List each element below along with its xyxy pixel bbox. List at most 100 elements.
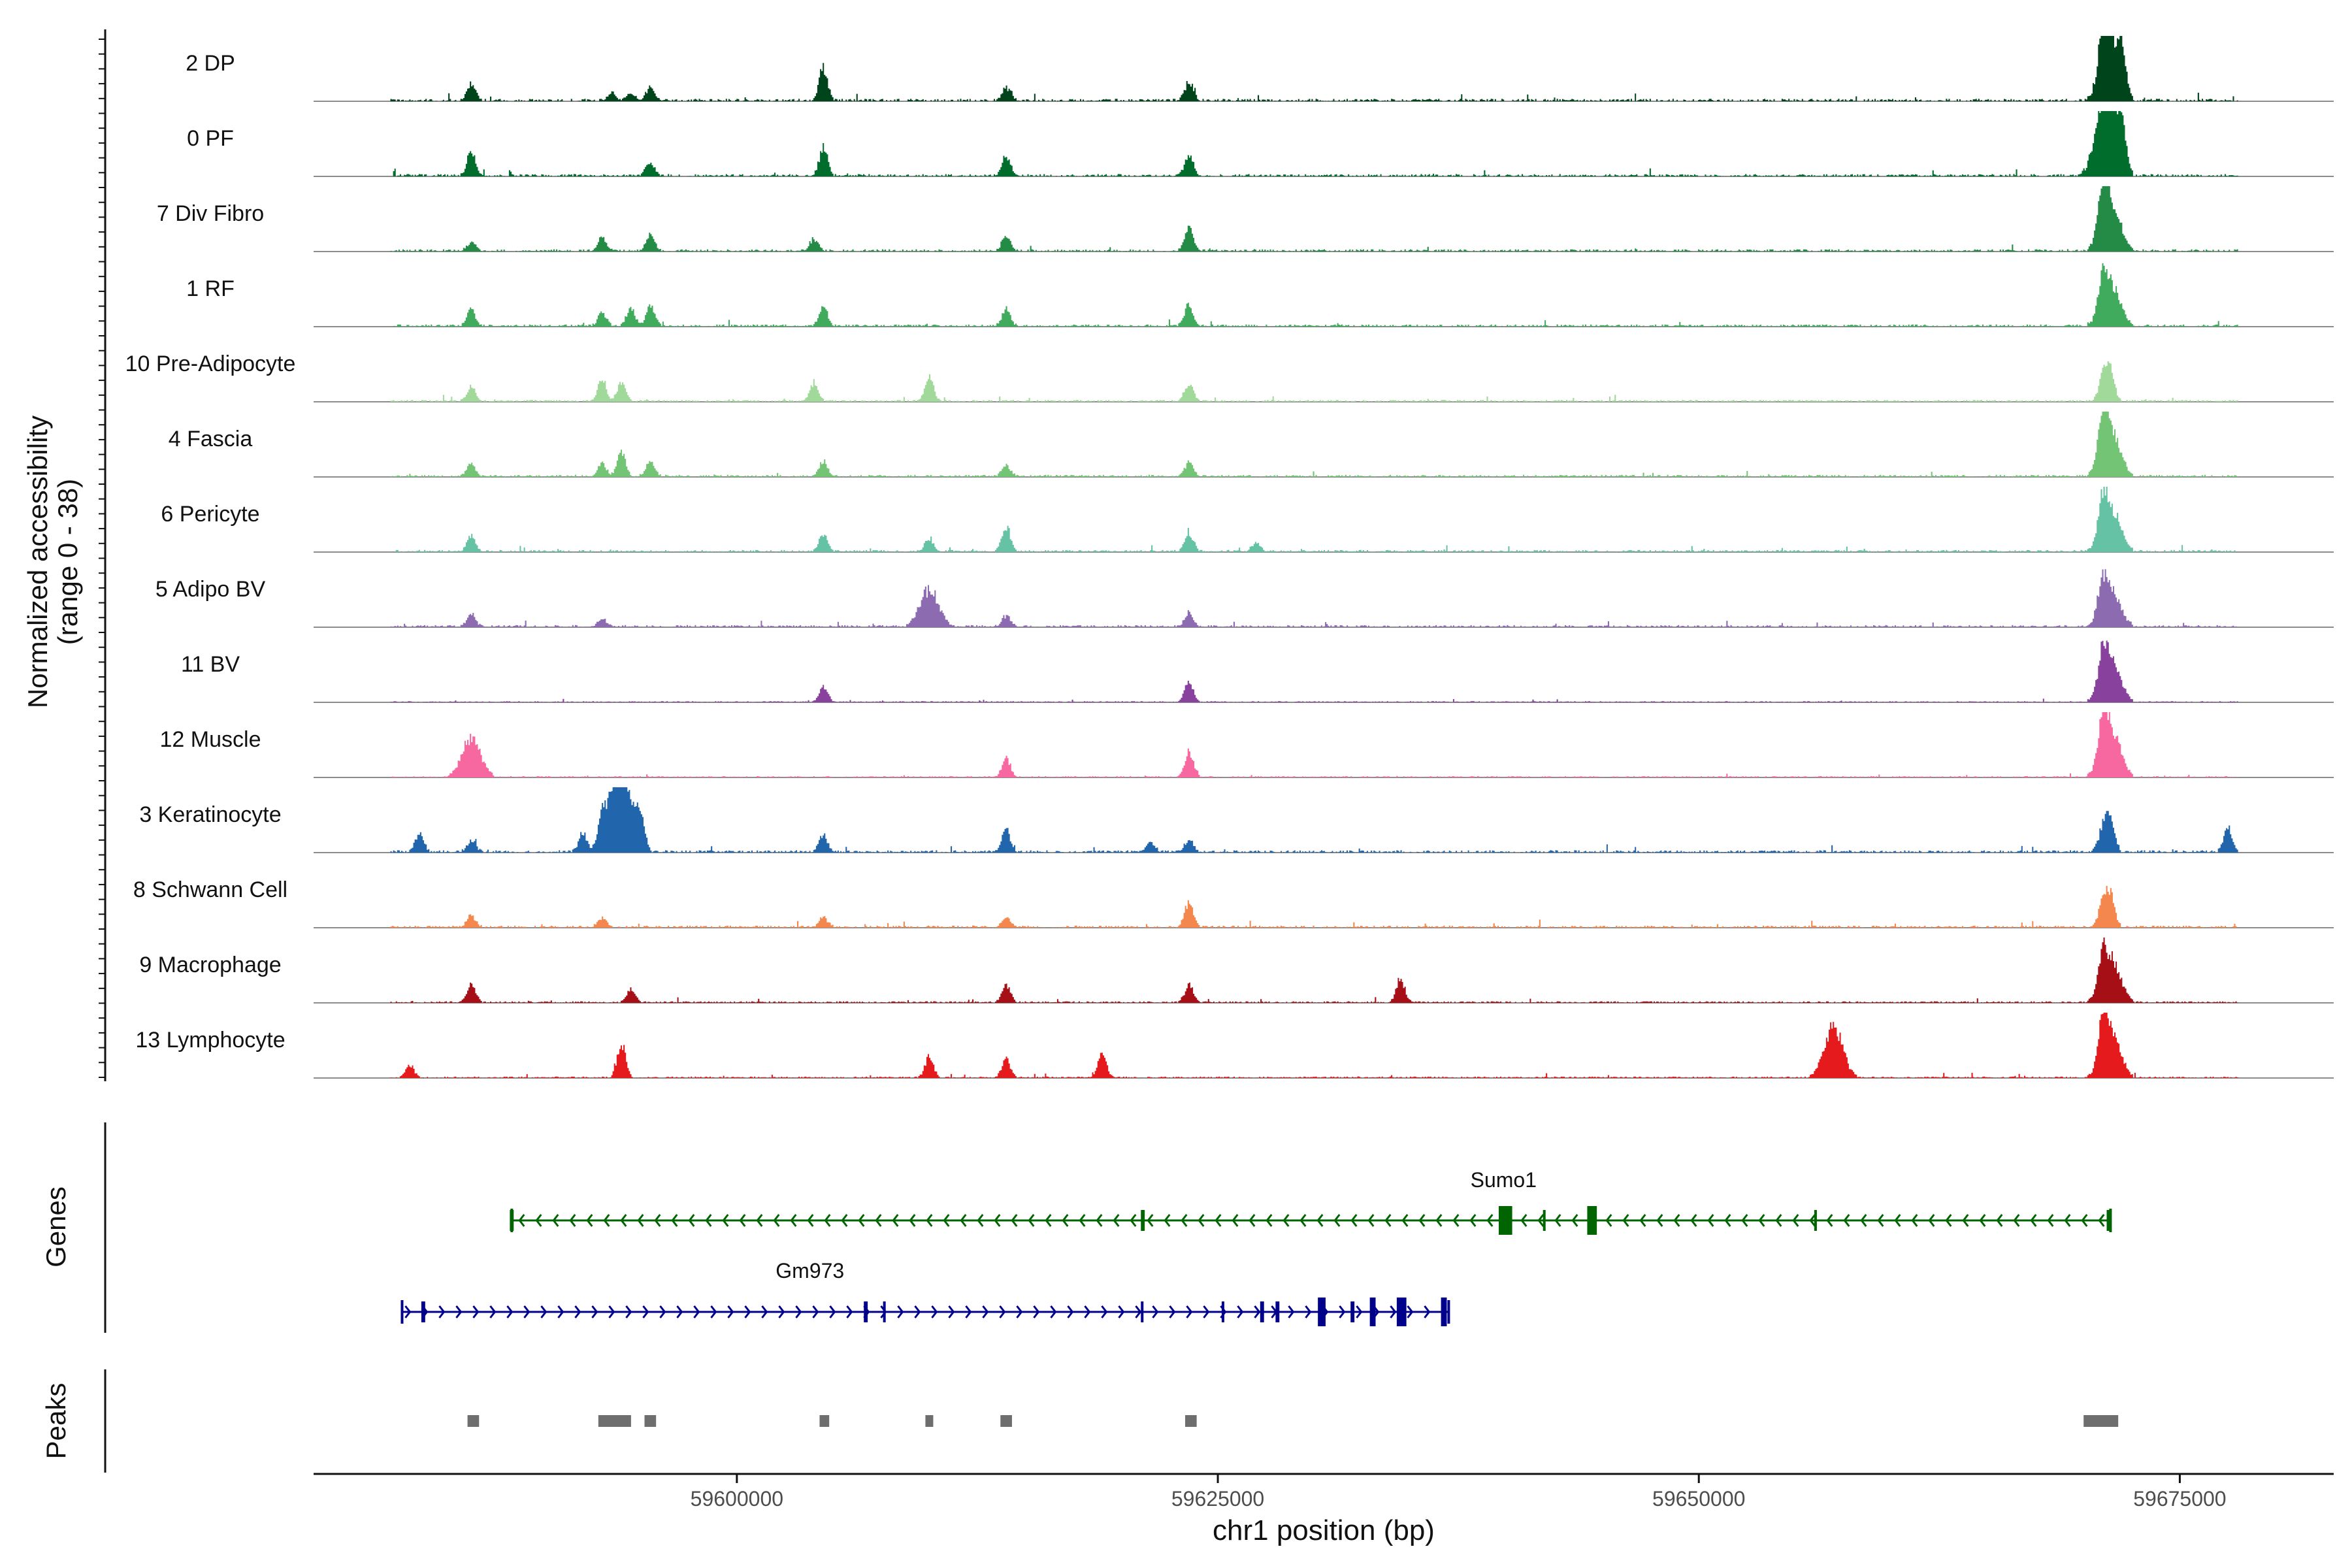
gene-exon [1498, 1206, 1512, 1235]
strand-chevron [1350, 1214, 1358, 1227]
strand-chevron [727, 1305, 734, 1318]
strand-chevron [1996, 1214, 2003, 1227]
strand-chevron [1639, 1214, 1646, 1227]
strand-chevron [1452, 1214, 1460, 1227]
strand-chevron [1775, 1214, 1782, 1227]
coverage-track: 8 Schwann Cell [133, 877, 2334, 928]
strand-chevron [1130, 1214, 1137, 1227]
track-label: 7 Div Fibro [157, 201, 264, 226]
strand-chevron [1062, 1214, 1069, 1227]
gene-exon [1350, 1301, 1355, 1322]
track-label: 9 Macrophage [139, 953, 281, 977]
strand-chevron [1520, 1214, 1527, 1227]
strand-chevron [846, 1305, 853, 1318]
gene-name-label: Sumo1 [1471, 1168, 1537, 1192]
x-axis-ticks: 59600000 59625000 59650000 59675000 [691, 1474, 2227, 1511]
strand-chevron [438, 1305, 446, 1318]
strand-chevron [1305, 1305, 1312, 1318]
strand-chevron [1401, 1214, 1409, 1227]
peak-region [1000, 1415, 1012, 1427]
track-label: 6 Pericyte [161, 502, 259, 527]
strand-chevron [2098, 1214, 2105, 1227]
strand-chevron [1316, 1214, 1324, 1227]
track-label: 4 Fascia [169, 427, 253, 451]
x-axis-title: chr1 position (bp) [1213, 1514, 1435, 1546]
strand-chevron [625, 1305, 632, 1318]
strand-chevron [926, 1214, 933, 1227]
strand-chevron [1011, 1214, 1018, 1227]
strand-chevron [1537, 1214, 1544, 1227]
gene-model: Gm973 [400, 1259, 1450, 1326]
strand-chevron [948, 1305, 955, 1318]
strand-chevron [540, 1305, 547, 1318]
strand-chevron [1203, 1305, 1210, 1318]
strand-chevron [1656, 1214, 1663, 1227]
strand-chevron [1215, 1214, 1222, 1227]
strand-chevron [1928, 1214, 1935, 1227]
peak-region [819, 1415, 830, 1427]
strand-chevron [960, 1214, 967, 1227]
strand-chevron [1707, 1214, 1714, 1227]
strand-chevron [1424, 1305, 1431, 1318]
coverage-track: 9 Macrophage [139, 938, 2334, 1004]
strand-chevron [1390, 1305, 1397, 1318]
coverage-track: 3 Keratinocyte [139, 787, 2334, 853]
strand-chevron [1962, 1214, 1969, 1227]
strand-chevron [1356, 1305, 1363, 1318]
track-label: 10 Pre-Adipocyte [125, 351, 296, 376]
strand-chevron [1605, 1214, 1612, 1227]
strand-chevron [1792, 1214, 1799, 1227]
strand-chevron [1113, 1214, 1120, 1227]
track-label: 0 PF [187, 126, 234, 151]
strand-chevron [1147, 1214, 1154, 1227]
gene-exon [864, 1301, 868, 1322]
coverage-y-ticks [99, 39, 105, 1078]
strand-chevron [1571, 1214, 1578, 1227]
strand-chevron [659, 1305, 666, 1318]
strand-chevron [1033, 1305, 1040, 1318]
y-axis-title: Normalized accessibility [22, 416, 53, 708]
track-label: 5 Adipo BV [155, 577, 266, 602]
coverage-signal [314, 1013, 2334, 1078]
strand-chevron [1254, 1305, 1261, 1318]
strand-chevron [2047, 1214, 2054, 1227]
strand-chevron [603, 1214, 610, 1227]
gene-exon [1221, 1301, 1224, 1322]
strand-chevron [2030, 1214, 2037, 1227]
strand-chevron [1084, 1305, 1091, 1318]
strand-chevron [1164, 1214, 1171, 1227]
coverage-track: 2 DP [186, 36, 2334, 102]
strand-chevron [1894, 1214, 1901, 1227]
strand-chevron [705, 1214, 712, 1227]
strand-chevron [1622, 1214, 1629, 1227]
strand-chevron [591, 1305, 598, 1318]
gene-exon [1543, 1210, 1546, 1231]
strand-chevron [875, 1214, 882, 1227]
coverage-track: 4 Fascia [169, 412, 2334, 478]
track-label: 11 BV [181, 652, 240, 677]
coverage-track: 6 Pericyte [161, 487, 2334, 553]
coverage-track: 12 Muscle [160, 712, 2334, 778]
coverage-signal [314, 111, 2334, 176]
strand-chevron [642, 1305, 649, 1318]
strand-chevron [965, 1305, 972, 1318]
strand-chevron [557, 1305, 564, 1318]
strand-chevron [994, 1214, 1001, 1227]
strand-chevron [1288, 1305, 1295, 1318]
strand-chevron [693, 1305, 700, 1318]
strand-chevron [943, 1214, 950, 1227]
strand-chevron [1469, 1214, 1477, 1227]
strand-chevron [1741, 1214, 1748, 1227]
gene-exon [421, 1301, 425, 1322]
strand-chevron [1333, 1214, 1341, 1227]
strand-chevron [671, 1214, 678, 1227]
strand-chevron [756, 1214, 763, 1227]
strand-chevron [1486, 1214, 1494, 1227]
strand-chevron [2081, 1214, 2088, 1227]
coverage-track: 0 PF [187, 111, 2334, 177]
strand-chevron [1016, 1305, 1023, 1318]
strand-chevron [1079, 1214, 1086, 1227]
strand-chevron [982, 1305, 989, 1318]
strand-chevron [2064, 1214, 2071, 1227]
